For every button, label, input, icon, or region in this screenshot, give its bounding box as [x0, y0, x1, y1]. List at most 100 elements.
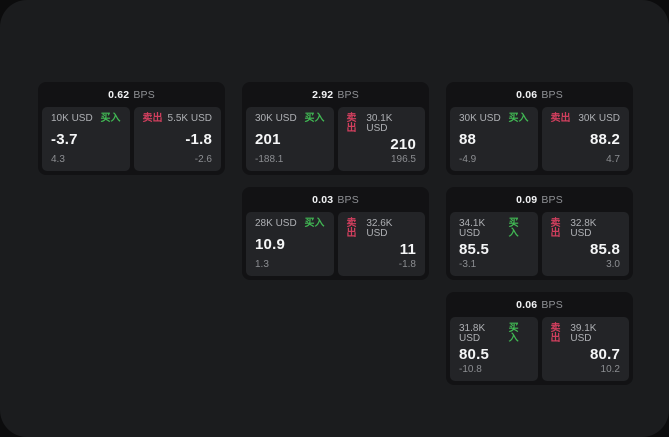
quote-card: 0.06 BPS 30K USD 买入 88 -4.9 卖出 30K USD 8… — [446, 82, 633, 175]
bps-unit-label: BPS — [133, 88, 155, 101]
buy-panel[interactable]: 31.8K USD 买入 80.5 -10.8 — [450, 317, 538, 381]
quotes-grid: 0.62 BPS 10K USD 买入 -3.7 4.3 卖出 5.5K USD… — [38, 82, 633, 385]
buy-price: -3.7 — [51, 131, 78, 148]
buy-side-label: 买入 — [304, 218, 325, 229]
buy-panel[interactable]: 30K USD 买入 201 -188.1 — [246, 107, 334, 171]
bps-value: 0.06 — [516, 88, 538, 101]
buy-panel-top: 10K USD 买入 — [51, 114, 121, 124]
buy-amount: 34.1K USD — [459, 218, 486, 239]
sell-side-label: 卖出 — [550, 323, 561, 344]
buy-change: -188.1 — [255, 154, 284, 165]
buy-panel-top: 31.8K USD 买入 — [459, 324, 529, 344]
sell-price: 80.7 — [590, 346, 620, 363]
buy-change: -4.9 — [459, 154, 477, 165]
sell-side-label: 卖出 — [346, 113, 357, 134]
sell-change: -1.8 — [398, 259, 416, 270]
sell-panel[interactable]: 卖出 32.8K USD 85.8 3.0 — [541, 212, 629, 276]
sell-change: -2.6 — [194, 154, 212, 165]
buy-side-label: 买入 — [508, 323, 519, 344]
sell-change: 10.2 — [600, 364, 620, 375]
buy-panel[interactable]: 34.1K USD 买入 85.5 -3.1 — [450, 212, 538, 276]
buy-change: -3.1 — [459, 259, 477, 270]
buy-amount: 30K USD — [255, 113, 297, 124]
sell-amount: 30K USD — [578, 113, 620, 124]
buy-panel-top: 30K USD 买入 — [459, 114, 529, 124]
sell-price: -1.8 — [185, 131, 212, 148]
buy-amount: 30K USD — [459, 113, 501, 124]
quote-card: 2.92 BPS 30K USD 买入 201 -188.1 卖出 30.1K … — [242, 82, 429, 175]
sell-panel[interactable]: 卖出 5.5K USD -1.8 -2.6 — [133, 107, 221, 171]
sell-amount: 32.8K USD — [570, 218, 597, 239]
buy-change: -10.8 — [459, 364, 482, 375]
quote-panels: 28K USD 买入 10.9 1.3 卖出 32.6K USD 11 -1.8 — [242, 212, 429, 280]
bps-header: 0.09 BPS — [446, 187, 633, 212]
buy-side-label: 买入 — [304, 113, 325, 124]
quote-card: 0.09 BPS 34.1K USD 买入 85.5 -3.1 卖出 32.8K… — [446, 187, 633, 280]
bps-value: 0.03 — [312, 193, 334, 206]
sell-price: 210 — [390, 136, 416, 153]
sell-amount: 5.5K USD — [167, 113, 212, 124]
sell-side-label: 卖出 — [142, 113, 163, 124]
buy-panel-top: 34.1K USD 买入 — [459, 219, 529, 239]
bps-unit-label: BPS — [337, 193, 359, 206]
bps-unit-label: BPS — [541, 193, 563, 206]
sell-side-label: 卖出 — [346, 218, 357, 239]
buy-side-label: 买入 — [100, 113, 121, 124]
buy-panel-top: 30K USD 买入 — [255, 114, 325, 124]
sell-panel[interactable]: 卖出 30K USD 88.2 4.7 — [541, 107, 629, 171]
buy-price: 201 — [255, 131, 281, 148]
quote-panels: 34.1K USD 买入 85.5 -3.1 卖出 32.8K USD 85.8… — [446, 212, 633, 280]
buy-price: 80.5 — [459, 346, 489, 363]
bps-value: 0.62 — [108, 88, 130, 101]
bps-value: 0.06 — [516, 298, 538, 311]
buy-price: 88 — [459, 131, 477, 148]
buy-panel-top: 28K USD 买入 — [255, 219, 325, 229]
quote-card: 0.06 BPS 31.8K USD 买入 80.5 -10.8 卖出 39.1… — [446, 292, 633, 385]
quote-panels: 31.8K USD 买入 80.5 -10.8 卖出 39.1K USD 80.… — [446, 317, 633, 385]
buy-amount: 10K USD — [51, 113, 93, 124]
bps-unit-label: BPS — [541, 88, 563, 101]
sell-side-label: 卖出 — [550, 113, 571, 124]
bps-unit-label: BPS — [337, 88, 359, 101]
sell-panel-top: 卖出 5.5K USD — [143, 114, 213, 124]
buy-amount: 31.8K USD — [459, 323, 486, 344]
buy-panel[interactable]: 10K USD 买入 -3.7 4.3 — [42, 107, 130, 171]
bps-header: 0.62 BPS — [38, 82, 225, 107]
sell-panel-top: 卖出 32.8K USD — [551, 219, 621, 239]
sell-panel-top: 卖出 32.6K USD — [347, 219, 417, 239]
sell-amount: 32.6K USD — [366, 218, 393, 239]
buy-side-label: 买入 — [508, 113, 529, 124]
buy-price: 85.5 — [459, 241, 489, 258]
sell-price: 11 — [399, 241, 416, 258]
sell-panel-top: 卖出 39.1K USD — [551, 324, 621, 344]
buy-change: 1.3 — [255, 259, 269, 270]
sell-change: 3.0 — [606, 259, 620, 270]
bps-header: 0.06 BPS — [446, 292, 633, 317]
quote-panels: 10K USD 买入 -3.7 4.3 卖出 5.5K USD -1.8 -2.… — [38, 107, 225, 175]
sell-price: 85.8 — [590, 241, 620, 258]
bps-header: 0.03 BPS — [242, 187, 429, 212]
bps-value: 2.92 — [312, 88, 334, 101]
sell-price: 88.2 — [590, 131, 620, 148]
sell-panel[interactable]: 卖出 39.1K USD 80.7 10.2 — [541, 317, 629, 381]
bps-value: 0.09 — [516, 193, 538, 206]
bps-header: 0.06 BPS — [446, 82, 633, 107]
quote-panels: 30K USD 买入 88 -4.9 卖出 30K USD 88.2 4.7 — [446, 107, 633, 175]
buy-side-label: 买入 — [508, 218, 519, 239]
sell-change: 196.5 — [390, 154, 416, 165]
quote-card: 0.62 BPS 10K USD 买入 -3.7 4.3 卖出 5.5K USD… — [38, 82, 225, 175]
sell-amount: 39.1K USD — [570, 323, 597, 344]
quote-card: 0.03 BPS 28K USD 买入 10.9 1.3 卖出 32.6K US… — [242, 187, 429, 280]
buy-amount: 28K USD — [255, 218, 297, 229]
sell-panel[interactable]: 卖出 30.1K USD 210 196.5 — [337, 107, 425, 171]
buy-price: 10.9 — [255, 236, 285, 253]
buy-change: 4.3 — [51, 154, 65, 165]
sell-side-label: 卖出 — [550, 218, 561, 239]
bps-header: 2.92 BPS — [242, 82, 429, 107]
sell-panel[interactable]: 卖出 32.6K USD 11 -1.8 — [337, 212, 425, 276]
buy-panel[interactable]: 30K USD 买入 88 -4.9 — [450, 107, 538, 171]
buy-panel[interactable]: 28K USD 买入 10.9 1.3 — [246, 212, 334, 276]
sell-panel-top: 卖出 30.1K USD — [347, 114, 417, 134]
bps-unit-label: BPS — [541, 298, 563, 311]
